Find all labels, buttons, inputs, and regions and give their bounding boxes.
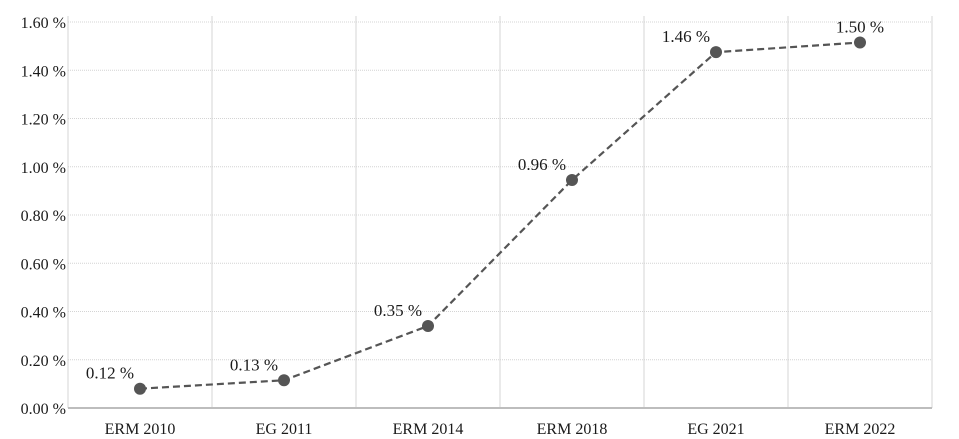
data-label: 0.13 %	[230, 355, 278, 374]
y-tick-label: 0.20 %	[21, 353, 66, 370]
series	[134, 36, 866, 395]
y-tick-label: 0.60 %	[21, 256, 66, 273]
x-tick-label: ERM 2022	[825, 421, 896, 438]
series-line	[139, 41, 861, 390]
x-tick-label: ERM 2010	[105, 421, 176, 438]
data-point	[854, 36, 866, 49]
y-tick-label: 1.20 %	[21, 112, 66, 129]
data-point	[422, 319, 434, 332]
y-tick-label: 1.40 %	[21, 63, 66, 80]
data-label: 1.50 %	[836, 18, 884, 37]
x-tick-label: ERM 2014	[393, 421, 464, 438]
data-point	[134, 382, 146, 395]
data-label: 1.46 %	[662, 27, 710, 46]
y-tick-label: 1.60 %	[21, 15, 66, 32]
y-tick-label: 1.00 %	[21, 160, 66, 177]
y-tick-label: 0.40 %	[21, 305, 66, 322]
grid	[67, 16, 933, 408]
y-tick-label: 0.00 %	[21, 401, 66, 418]
data-point	[566, 174, 578, 187]
x-tick-label: EG 2021	[687, 421, 744, 438]
y-tick-label: 0.80 %	[21, 208, 66, 225]
data-label: 0.12 %	[86, 364, 134, 383]
x-tick-label: ERM 2018	[537, 421, 608, 438]
data-point	[278, 374, 290, 387]
axes: 0.00 % 0.20 % 0.40 % 0.60 % 0.80 % 1.00 % 1.20…	[21, 15, 932, 438]
data-label: 0.35 %	[374, 301, 422, 320]
data-labels: 0.12 % 0.13 % 0.35 % 0.96 % 1.46 % 1.50 %	[86, 18, 884, 383]
data-label: 0.96 %	[518, 155, 566, 174]
data-point	[710, 46, 722, 59]
x-tick-label: EG 2011	[256, 421, 313, 438]
